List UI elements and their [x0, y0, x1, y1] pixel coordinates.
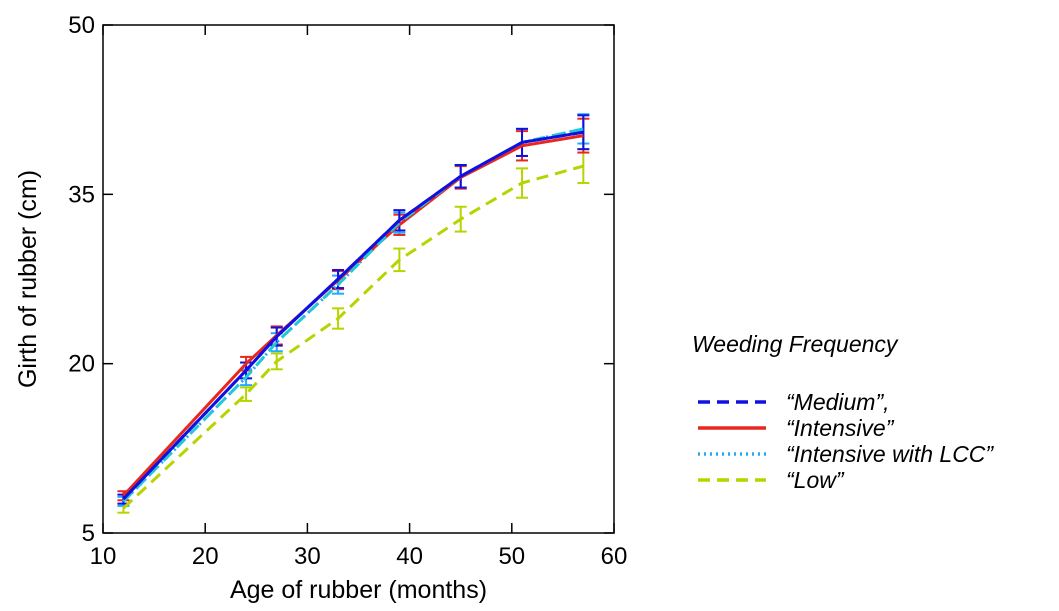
- legend-entry-2: “Intensive with LCC”: [786, 441, 994, 467]
- x-axis-label: Age of rubber (months): [230, 576, 487, 604]
- error-bars-series-1: [117, 117, 590, 502]
- legend-entry-1: “Intensive”: [786, 415, 895, 441]
- y-tick-label: 50: [68, 12, 95, 39]
- x-tick-label: 50: [498, 543, 525, 570]
- series-line-lcc-overlay: [122, 127, 584, 503]
- x-tick-label: 60: [601, 543, 628, 570]
- series-line-3: [122, 164, 584, 510]
- y-tick-label: 20: [68, 351, 95, 378]
- error-bars-series-0: [117, 114, 590, 505]
- error-bars-series-3: [117, 148, 590, 514]
- y-tick-label: 35: [68, 181, 95, 208]
- plot-frame: [102, 24, 615, 534]
- x-tick-label: 10: [90, 543, 117, 570]
- legend-entry-3: “Low”: [786, 467, 845, 493]
- legend-entry-0: “Medium”,: [786, 389, 890, 415]
- x-tick-label: 30: [294, 543, 321, 570]
- series-line-0: [122, 130, 584, 501]
- x-tick-label: 40: [396, 543, 423, 570]
- series-line-blue-overlay: [122, 130, 584, 501]
- series-line-1: [122, 134, 584, 497]
- series-line-2: [122, 127, 584, 503]
- legend-title: Weeding Frequency: [692, 331, 899, 357]
- chart-marks: [117, 113, 590, 514]
- legend: Weeding Frequency “Medium”,“Intensive”“I…: [692, 331, 994, 493]
- error-bars-series-2: [117, 113, 590, 507]
- x-tick-label: 20: [192, 543, 219, 570]
- chart-axes: 10 20 30 40 50 60 5 20 35 50: [68, 12, 627, 570]
- y-axis-label: Girth of rubber (cm): [14, 170, 42, 388]
- y-tick-label: 5: [82, 520, 95, 547]
